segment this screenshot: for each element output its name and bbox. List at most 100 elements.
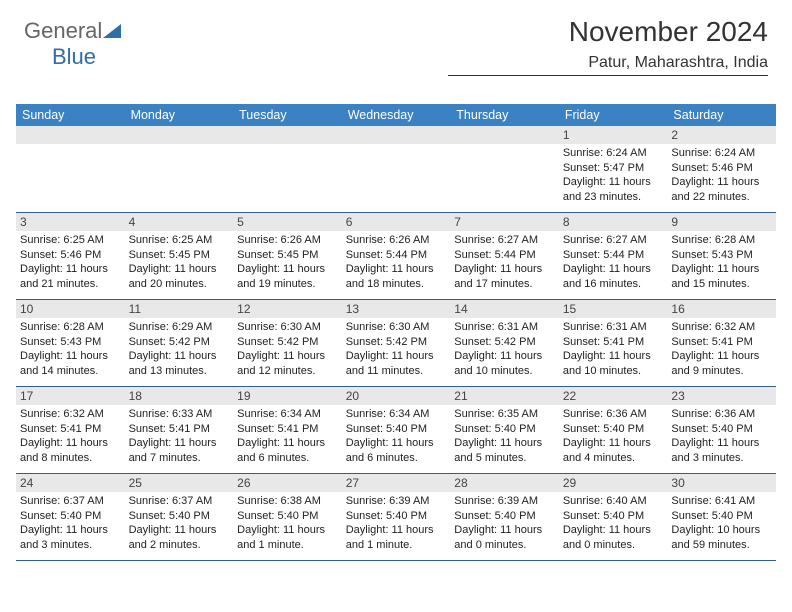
sunrise-text: Sunrise: 6:34 AM	[346, 407, 447, 422]
day-info: Sunrise: 6:28 AMSunset: 5:43 PMDaylight:…	[20, 320, 121, 378]
sunrise-text: Sunrise: 6:37 AM	[20, 494, 121, 509]
sunrise-text: Sunrise: 6:26 AM	[346, 233, 447, 248]
day-info: Sunrise: 6:31 AMSunset: 5:41 PMDaylight:…	[563, 320, 664, 378]
day-number	[450, 126, 559, 144]
sunset-text: Sunset: 5:40 PM	[671, 422, 772, 437]
day-number: 4	[125, 213, 234, 231]
sunrise-text: Sunrise: 6:41 AM	[671, 494, 772, 509]
day-info: Sunrise: 6:40 AMSunset: 5:40 PMDaylight:…	[563, 494, 664, 552]
daylight-text: Daylight: 11 hours and 4 minutes.	[563, 436, 664, 465]
day-info: Sunrise: 6:30 AMSunset: 5:42 PMDaylight:…	[346, 320, 447, 378]
dayhead-sat: Saturday	[667, 104, 776, 126]
sunset-text: Sunset: 5:41 PM	[129, 422, 230, 437]
sunset-text: Sunset: 5:43 PM	[671, 248, 772, 263]
calendar-cell: 24Sunrise: 6:37 AMSunset: 5:40 PMDayligh…	[16, 474, 125, 560]
day-number: 25	[125, 474, 234, 492]
day-number: 26	[233, 474, 342, 492]
day-info: Sunrise: 6:25 AMSunset: 5:45 PMDaylight:…	[129, 233, 230, 291]
day-number: 10	[16, 300, 125, 318]
day-number	[16, 126, 125, 144]
daylight-text: Daylight: 11 hours and 2 minutes.	[129, 523, 230, 552]
day-number: 20	[342, 387, 451, 405]
daylight-text: Daylight: 11 hours and 16 minutes.	[563, 262, 664, 291]
sunrise-text: Sunrise: 6:39 AM	[346, 494, 447, 509]
day-info: Sunrise: 6:38 AMSunset: 5:40 PMDaylight:…	[237, 494, 338, 552]
day-number: 13	[342, 300, 451, 318]
calendar-cell: 18Sunrise: 6:33 AMSunset: 5:41 PMDayligh…	[125, 387, 234, 473]
calendar-cell: 7Sunrise: 6:27 AMSunset: 5:44 PMDaylight…	[450, 213, 559, 299]
sunrise-text: Sunrise: 6:39 AM	[454, 494, 555, 509]
calendar-cell: 13 Sunrise: 6:30 AMSunset: 5:42 PMDayligh…	[342, 300, 451, 386]
sunset-text: Sunset: 5:40 PM	[671, 509, 772, 524]
sunset-text: Sunset: 5:42 PM	[237, 335, 338, 350]
brand-logo: General Blue	[24, 18, 121, 70]
day-number: 1	[559, 126, 668, 144]
sunset-text: Sunset: 5:40 PM	[563, 509, 664, 524]
day-info: Sunrise: 6:37 AMSunset: 5:40 PMDaylight:…	[129, 494, 230, 552]
daylight-text: Daylight: 10 hours and 59 minutes.	[671, 523, 772, 552]
daylight-text: Daylight: 11 hours and 1 minute.	[346, 523, 447, 552]
sunset-text: Sunset: 5:44 PM	[346, 248, 447, 263]
sunset-text: Sunset: 5:42 PM	[129, 335, 230, 350]
daylight-text: Daylight: 11 hours and 6 minutes.	[346, 436, 447, 465]
sunset-text: Sunset: 5:40 PM	[346, 509, 447, 524]
sunrise-text: Sunrise: 6:34 AM	[237, 407, 338, 422]
day-number: 22	[559, 387, 668, 405]
sunset-text: Sunset: 5:40 PM	[563, 422, 664, 437]
day-info: Sunrise: 6:26 AMSunset: 5:45 PMDaylight:…	[237, 233, 338, 291]
sunrise-text: Sunrise: 6:25 AM	[129, 233, 230, 248]
sunrise-text: Sunrise: 6:37 AM	[129, 494, 230, 509]
sunset-text: Sunset: 5:40 PM	[237, 509, 338, 524]
sunrise-text: Sunrise: 6:26 AM	[237, 233, 338, 248]
day-info: Sunrise: 6:32 AMSunset: 5:41 PMDaylight:…	[671, 320, 772, 378]
day-number: 23	[667, 387, 776, 405]
sunrise-text: Sunrise: 6:36 AM	[671, 407, 772, 422]
calendar-cell: 20 Sunrise: 6:34 AMSunset: 5:40 PMDayligh…	[342, 387, 451, 473]
sunset-text: Sunset: 5:45 PM	[129, 248, 230, 263]
sunrise-text: Sunrise: 6:31 AM	[563, 320, 664, 335]
calendar-cell: 17Sunrise: 6:32 AMSunset: 5:41 PMDayligh…	[16, 387, 125, 473]
sunset-text: Sunset: 5:44 PM	[563, 248, 664, 263]
sunset-text: Sunset: 5:40 PM	[454, 509, 555, 524]
sunrise-text: Sunrise: 6:33 AM	[129, 407, 230, 422]
day-number: 30	[667, 474, 776, 492]
day-info: Sunrise: 6:34 AMSunset: 5:40 PMDaylight:…	[346, 407, 447, 465]
day-number: 2	[667, 126, 776, 144]
sunset-text: Sunset: 5:41 PM	[20, 422, 121, 437]
daylight-text: Daylight: 11 hours and 10 minutes.	[454, 349, 555, 378]
sunrise-text: Sunrise: 6:30 AM	[237, 320, 338, 335]
sunset-text: Sunset: 5:44 PM	[454, 248, 555, 263]
sunset-text: Sunset: 5:40 PM	[129, 509, 230, 524]
calendar-cell: 15Sunrise: 6:31 AMSunset: 5:41 PMDayligh…	[559, 300, 668, 386]
day-info: Sunrise: 6:41 AMSunset: 5:40 PMDaylight:…	[671, 494, 772, 552]
sunset-text: Sunset: 5:43 PM	[20, 335, 121, 350]
location-label: Patur, Maharashtra, India	[448, 54, 768, 76]
calendar-cell	[16, 126, 125, 212]
day-info: Sunrise: 6:39 AMSunset: 5:40 PMDaylight:…	[346, 494, 447, 552]
calendar-cell: 1 Sunrise: 6:24 AMSunset: 5:47 PMDaylight…	[559, 126, 668, 212]
calendar-cell: 30 Sunrise: 6:41 AMSunset: 5:40 PMDayligh…	[667, 474, 776, 560]
calendar-cell: 6Sunrise: 6:26 AMSunset: 5:44 PMDaylight…	[342, 213, 451, 299]
day-info: Sunrise: 6:27 AMSunset: 5:44 PMDaylight:…	[454, 233, 555, 291]
daylight-text: Daylight: 11 hours and 10 minutes.	[563, 349, 664, 378]
calendar-cell: 27 Sunrise: 6:39 AMSunset: 5:40 PMDayligh…	[342, 474, 451, 560]
calendar-week: 24Sunrise: 6:37 AMSunset: 5:40 PMDayligh…	[16, 474, 776, 561]
calendar-cell	[450, 126, 559, 212]
day-number: 16	[667, 300, 776, 318]
sunrise-text: Sunrise: 6:40 AM	[563, 494, 664, 509]
calendar-cell: 22Sunrise: 6:36 AMSunset: 5:40 PMDayligh…	[559, 387, 668, 473]
calendar-cell: 28Sunrise: 6:39 AMSunset: 5:40 PMDayligh…	[450, 474, 559, 560]
calendar-week: 17Sunrise: 6:32 AMSunset: 5:41 PMDayligh…	[16, 387, 776, 474]
sunrise-text: Sunrise: 6:32 AM	[671, 320, 772, 335]
daylight-text: Daylight: 11 hours and 8 minutes.	[20, 436, 121, 465]
day-info: Sunrise: 6:37 AMSunset: 5:40 PMDaylight:…	[20, 494, 121, 552]
day-info: Sunrise: 6:24 AMSunset: 5:47 PMDaylight:…	[563, 146, 664, 204]
dayhead-wed: Wednesday	[342, 104, 451, 126]
day-info: Sunrise: 6:27 AMSunset: 5:44 PMDaylight:…	[563, 233, 664, 291]
sunset-text: Sunset: 5:46 PM	[671, 161, 772, 176]
daylight-text: Daylight: 11 hours and 5 minutes.	[454, 436, 555, 465]
day-number: 14	[450, 300, 559, 318]
daylight-text: Daylight: 11 hours and 15 minutes.	[671, 262, 772, 291]
day-number: 27	[342, 474, 451, 492]
calendar-cell: 14Sunrise: 6:31 AMSunset: 5:42 PMDayligh…	[450, 300, 559, 386]
